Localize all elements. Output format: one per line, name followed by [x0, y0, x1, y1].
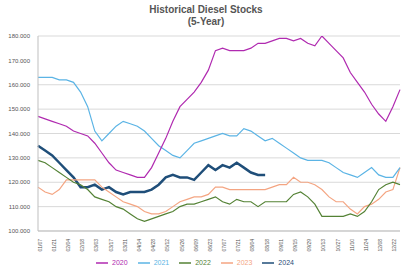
- svg-text:03/17: 03/17: [108, 239, 114, 252]
- svg-text:08/18: 08/18: [264, 239, 270, 252]
- svg-text:08/04: 08/04: [249, 239, 255, 252]
- svg-text:04/28: 04/28: [150, 239, 156, 252]
- svg-text:09/15: 09/15: [292, 239, 298, 252]
- svg-text:07/21: 07/21: [235, 239, 241, 252]
- svg-text:180.000: 180.000: [8, 33, 30, 39]
- svg-text:11/24: 11/24: [363, 239, 369, 251]
- svg-text:05/26: 05/26: [179, 239, 185, 252]
- svg-text:160.000: 160.000: [8, 82, 30, 88]
- svg-text:02/18: 02/18: [79, 239, 85, 252]
- svg-text:09/29: 09/29: [306, 239, 312, 252]
- html-text:2024: 2024: [278, 258, 294, 266]
- svg-text:12/08: 12/08: [377, 239, 383, 252]
- svg-text:12/22: 12/22: [391, 239, 397, 252]
- svg-text:10/13: 10/13: [320, 239, 326, 252]
- svg-text:03/31: 03/31: [122, 239, 128, 252]
- svg-text:09/01: 09/01: [278, 239, 284, 252]
- svg-text:10/27: 10/27: [335, 239, 341, 252]
- svg-text:03/03: 03/03: [93, 239, 99, 252]
- svg-text:11/10: 11/10: [349, 239, 355, 251]
- svg-text:110.000: 110.000: [9, 204, 31, 210]
- svg-text:01/21: 01/21: [51, 239, 57, 252]
- html-text:2023: 2023: [236, 258, 253, 266]
- svg-text:150.000: 150.000: [8, 106, 30, 112]
- svg-text:170.000: 170.000: [8, 58, 30, 64]
- svg-text:130.000: 130.000: [8, 155, 30, 161]
- svg-text:100.000: 100.000: [8, 228, 30, 234]
- svg-text:06/23: 06/23: [207, 239, 213, 252]
- html-text:(5-Year): (5-Year): [187, 16, 225, 27]
- html-text:2022: 2022: [195, 258, 211, 266]
- html-text:2021: 2021: [153, 258, 170, 266]
- svg-text:120.000: 120.000: [8, 179, 30, 185]
- svg-text:140.000: 140.000: [8, 131, 30, 137]
- svg-text:04/14: 04/14: [136, 239, 142, 252]
- svg-text:05/12: 05/12: [164, 239, 170, 252]
- html-text:Historical Diesel Stocks: Historical Diesel Stocks: [149, 4, 263, 15]
- html-text:2020: 2020: [112, 258, 128, 266]
- svg-text:01/07: 01/07: [37, 239, 43, 252]
- svg-text:06/09: 06/09: [193, 239, 199, 252]
- svg-text:07/07: 07/07: [221, 239, 227, 252]
- svg-text:02/04: 02/04: [65, 239, 71, 252]
